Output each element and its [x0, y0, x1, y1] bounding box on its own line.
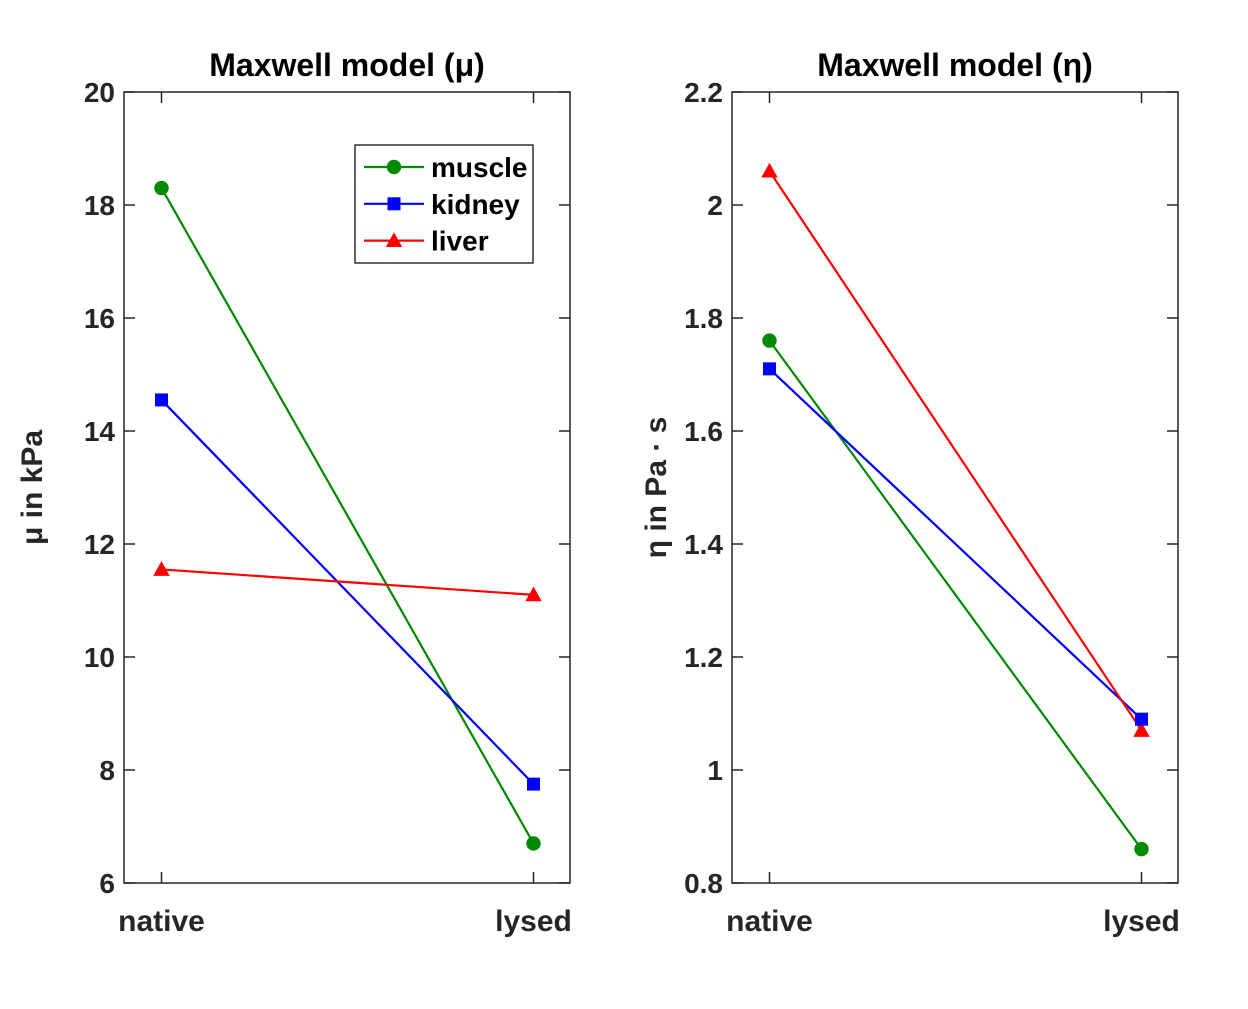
legend-marker-triangle [385, 232, 403, 247]
legend: muscle kidney liver [354, 144, 534, 264]
legend-label: kidney [431, 189, 520, 220]
y-tick-label: 20 [84, 77, 115, 108]
series-line-liver [768, 170, 1143, 732]
y-tick-label: 1.6 [684, 416, 723, 447]
y-tick-label: 16 [84, 303, 115, 334]
y-tick-label: 1 [707, 755, 723, 786]
marker-muscle [526, 836, 541, 851]
x-tick-label: native [118, 905, 205, 938]
mu-chart: 6 8 10 12 14 16 18 20 native lysed Maxwell model (… [16, 47, 572, 938]
marker-kidney [527, 777, 540, 791]
y-axis-label: μ in kPa [16, 430, 49, 545]
legend-label: liver [431, 226, 489, 257]
marker-liver [1133, 722, 1150, 737]
plot-frame [123, 91, 571, 884]
y-tick-label: 6 [99, 868, 115, 899]
marker-liver [761, 162, 778, 178]
legend-marker-square [387, 197, 401, 211]
marker-muscle [1134, 841, 1149, 857]
series-line-kidney [160, 399, 535, 785]
y-tick-label: 12 [84, 529, 115, 560]
x-tick-label: lysed [1103, 905, 1180, 938]
series-line-kidney [768, 368, 1143, 720]
y-tick-label: 1.4 [684, 529, 723, 560]
legend-marker-circle [386, 159, 402, 175]
y-tick-label: 2.2 [684, 77, 723, 108]
series-line-muscle [160, 187, 535, 844]
marker-kidney [155, 393, 168, 407]
marker-muscle [762, 333, 777, 348]
plot-frame [731, 91, 1179, 884]
eta-chart: 0.8 1 1.2 1.4 1.6 1.8 2 2.2 native lysed Maxwell m… [640, 47, 1180, 938]
x-tick-label: native [726, 905, 813, 938]
legend-label: muscle [431, 152, 528, 183]
y-tick-label: 1.8 [684, 303, 723, 334]
y-tick-label: 0.8 [684, 868, 723, 899]
y-tick-label: 1.2 [684, 642, 723, 673]
y-tick-label: 18 [84, 190, 115, 221]
x-tick-label: lysed [495, 905, 572, 938]
y-axis-label: η in Pa · s [640, 417, 673, 559]
series-line-liver [161, 568, 534, 596]
series-line-muscle [768, 339, 1143, 850]
chart-title: Maxwell model (η) [817, 47, 1093, 83]
marker-kidney [1135, 712, 1148, 726]
marker-kidney [763, 362, 776, 376]
y-tick-label: 14 [84, 416, 116, 447]
chart-title: Maxwell model (μ) [209, 47, 485, 83]
y-tick-label: 10 [84, 642, 115, 673]
marker-liver [525, 586, 542, 602]
y-tick-label: 2 [707, 190, 723, 221]
marker-muscle [154, 180, 169, 196]
marker-liver [153, 561, 170, 576]
y-tick-label: 8 [99, 755, 115, 786]
